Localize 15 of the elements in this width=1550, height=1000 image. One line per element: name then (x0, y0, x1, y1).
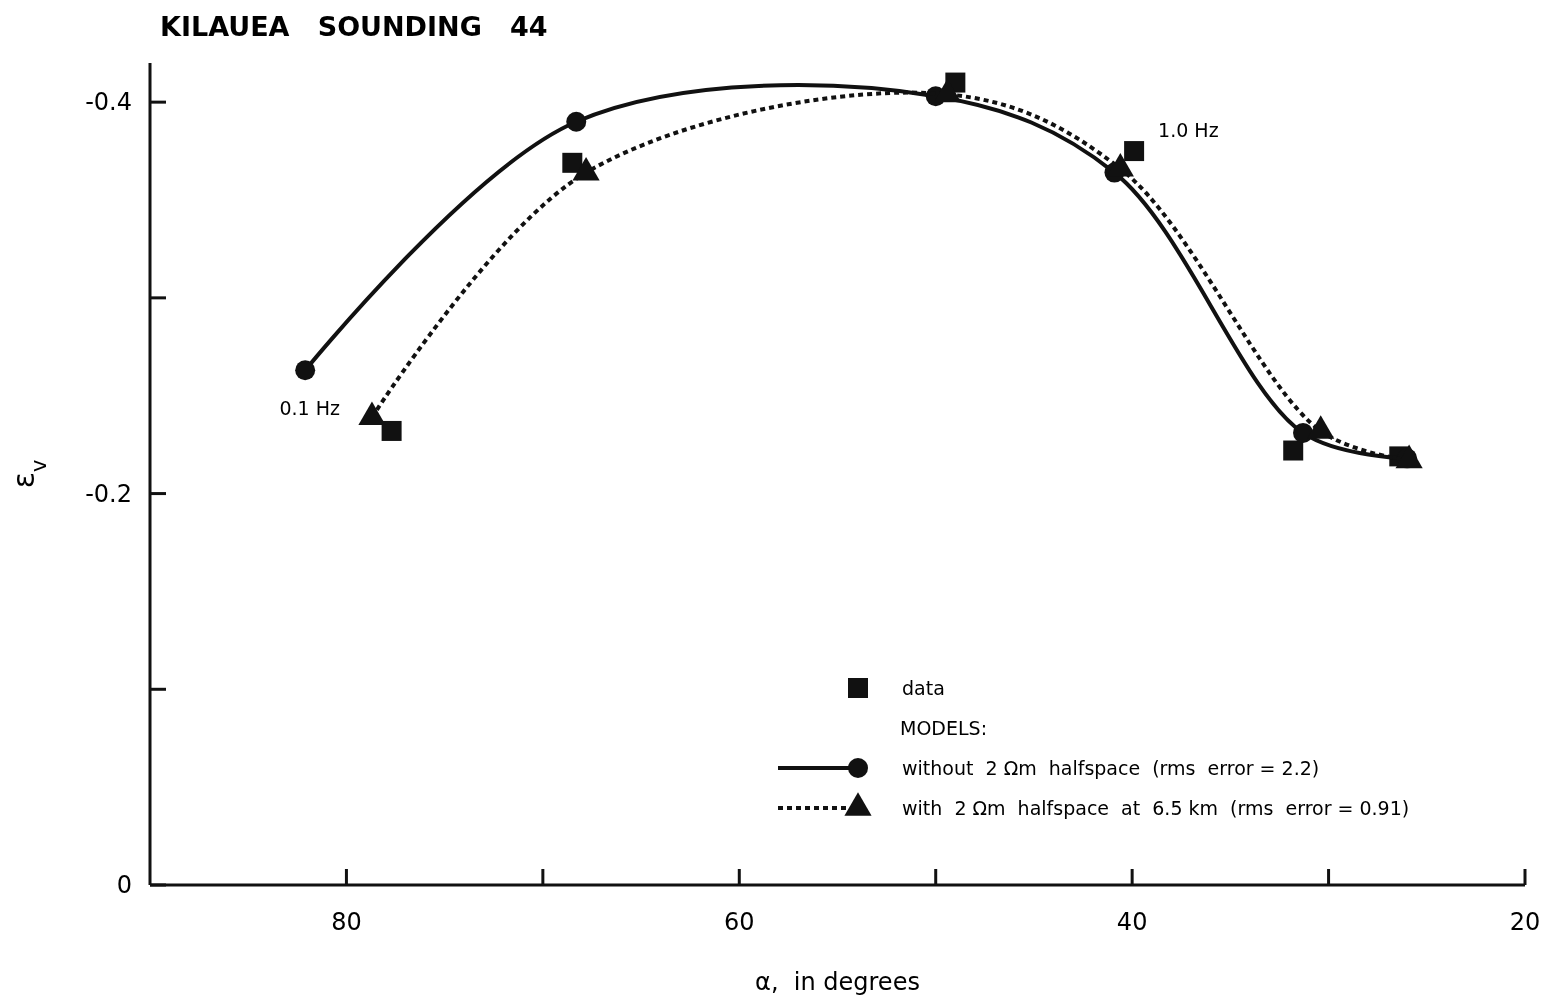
y-tick-label: -0.4 (85, 88, 132, 117)
x-tick-label: 60 (724, 908, 755, 936)
y-tick-label: 0 (116, 871, 132, 899)
annotation: 1.0 Hz (1158, 119, 1219, 142)
chart-title: KILAUEA SOUNDING 44 (160, 11, 548, 42)
legend-title: MODELS: (900, 717, 988, 739)
x-tick-label: 20 (1509, 908, 1541, 936)
x-tick-label: 40 (1116, 908, 1148, 936)
legend-label: data (902, 677, 945, 699)
x-axis-title: α, in degrees (755, 968, 920, 996)
annotation: 0.1 Hz (279, 397, 340, 420)
x-tick-label: 80 (331, 908, 362, 936)
legend-label: with 2 Ωm halfspace at 6.5 km (rms error = 0.91) (902, 797, 1410, 819)
legend-label: without 2 Ωm halfspace (rms error = 2.2) (902, 757, 1320, 779)
y-tick-label: -0.2 (85, 479, 132, 508)
